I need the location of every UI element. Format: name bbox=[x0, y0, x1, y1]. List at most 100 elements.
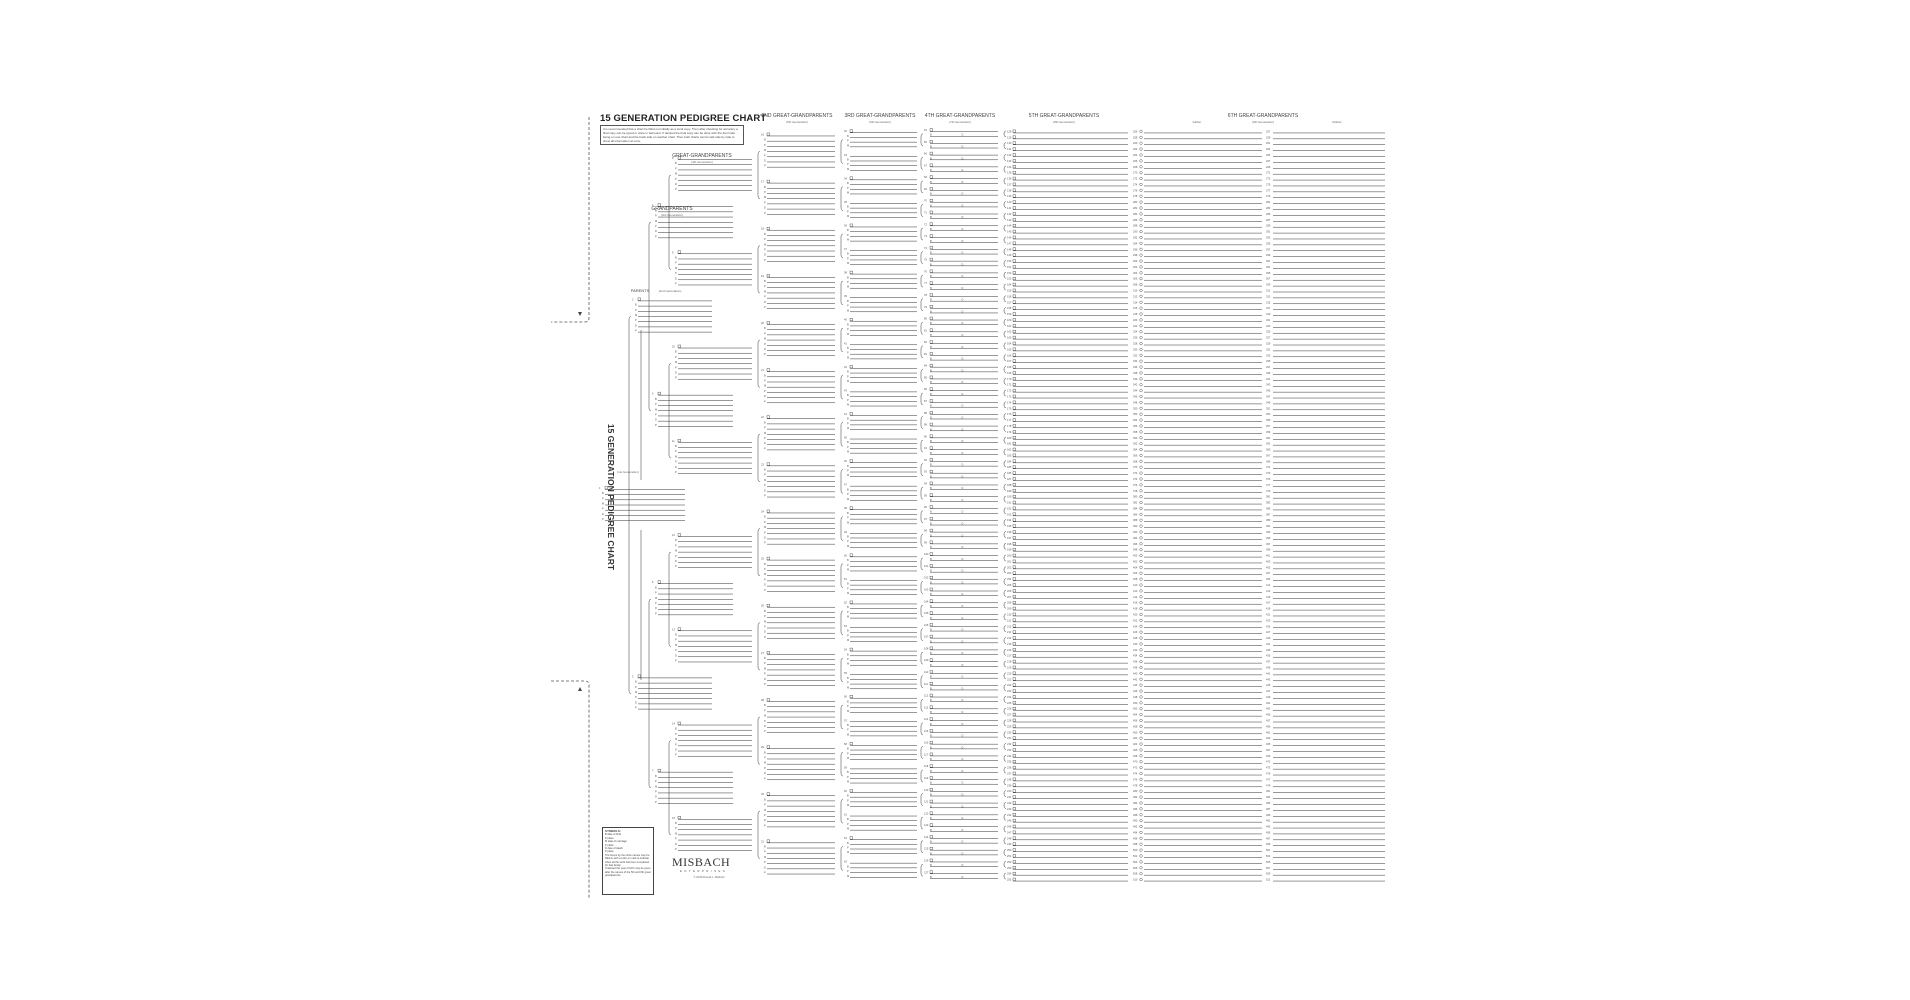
field-label: P bbox=[764, 483, 766, 487]
person-block: 245 bbox=[1007, 819, 1128, 823]
bracket bbox=[840, 469, 844, 494]
person-number: 60 bbox=[844, 789, 847, 793]
field-label: P bbox=[655, 423, 657, 427]
checkbox-icon bbox=[929, 528, 933, 532]
couple-row: 348 349 bbox=[1133, 400, 1385, 404]
person-number: 343 bbox=[1266, 383, 1271, 387]
checkbox-icon bbox=[677, 533, 681, 537]
checkbox-icon bbox=[1012, 777, 1016, 781]
circle-icon bbox=[1139, 412, 1143, 416]
person-number: 151 bbox=[1007, 265, 1012, 269]
person-number: 398 bbox=[1133, 548, 1138, 552]
field-label: D bbox=[962, 192, 964, 196]
circle-icon bbox=[1139, 819, 1143, 823]
circle-icon bbox=[1139, 377, 1143, 381]
person-number: 150 bbox=[1007, 259, 1012, 263]
person-number: 157 bbox=[1007, 300, 1012, 304]
person-number: 364 bbox=[1133, 448, 1138, 452]
person-number: 404 bbox=[1133, 565, 1138, 569]
field-label: D bbox=[962, 663, 964, 667]
person-number: 167 bbox=[1007, 359, 1012, 363]
person-number: 187 bbox=[1007, 477, 1012, 481]
person-block: 83B D bbox=[924, 352, 1007, 361]
person-number: 175 bbox=[1007, 406, 1012, 410]
person-number: 270 bbox=[1133, 171, 1138, 175]
field-label: P bbox=[675, 460, 677, 464]
field-label: P bbox=[764, 719, 766, 723]
checkbox-icon bbox=[929, 246, 933, 250]
circle-icon bbox=[1139, 495, 1143, 499]
circle-icon bbox=[1139, 618, 1143, 622]
couple-row: 488 489 bbox=[1133, 813, 1385, 817]
couple-row: 484 485 bbox=[1133, 801, 1385, 805]
person-number: 340 bbox=[1133, 377, 1138, 381]
person-number: 268 bbox=[1133, 165, 1138, 169]
checkbox-icon bbox=[929, 776, 933, 780]
field-label: M bbox=[764, 242, 766, 246]
field-label: B bbox=[930, 486, 932, 490]
person-number: 433 bbox=[1266, 648, 1271, 652]
field-label: D bbox=[962, 309, 964, 313]
couple-row: 456 457 bbox=[1133, 719, 1385, 723]
field-label: B bbox=[847, 440, 849, 444]
checkbox-icon bbox=[1012, 241, 1016, 245]
couple-row: 308 309 bbox=[1133, 283, 1385, 287]
person-block: 185 bbox=[1007, 465, 1128, 469]
field-label: B bbox=[764, 326, 766, 330]
field-label: B bbox=[930, 286, 932, 290]
person-block: 228 bbox=[1007, 719, 1128, 723]
checkbox-icon bbox=[1012, 559, 1016, 563]
person-number: 354 bbox=[1133, 418, 1138, 422]
circle-icon bbox=[1139, 288, 1143, 292]
person-block: 252 bbox=[1007, 860, 1128, 864]
person-block: 141 bbox=[1007, 206, 1128, 210]
person-number: 218 bbox=[1007, 660, 1012, 664]
person-block: 226 bbox=[1007, 707, 1128, 711]
couple-row: 462 463 bbox=[1133, 736, 1385, 740]
bracket bbox=[920, 275, 924, 288]
couple-row: 326 327 bbox=[1133, 336, 1385, 340]
person-block: 221 bbox=[1007, 677, 1128, 681]
circle-icon bbox=[1139, 878, 1143, 882]
circle-icon bbox=[1139, 854, 1143, 858]
checkbox-icon bbox=[1012, 483, 1016, 487]
person-number: 462 bbox=[1133, 736, 1138, 740]
bracket bbox=[840, 422, 844, 447]
person-block: 215 bbox=[1007, 642, 1128, 646]
bracket bbox=[1003, 861, 1007, 868]
person-number: 350 bbox=[1133, 406, 1138, 410]
person-number: 308 bbox=[1133, 283, 1138, 287]
couple-row: 366 367 bbox=[1133, 453, 1385, 457]
checkbox-icon bbox=[677, 250, 681, 254]
person-number: 383 bbox=[1266, 501, 1271, 505]
person-block: 227 bbox=[1007, 713, 1128, 717]
person-block: 251 bbox=[1007, 854, 1128, 858]
circle-icon bbox=[1139, 872, 1143, 876]
checkbox-icon bbox=[929, 764, 933, 768]
couple-row: 506 507 bbox=[1133, 866, 1385, 870]
circle-icon bbox=[1139, 389, 1143, 393]
field-label: D bbox=[764, 677, 766, 681]
field-label: P bbox=[764, 661, 766, 665]
person-number: 197 bbox=[1007, 536, 1012, 540]
field-label: B bbox=[930, 828, 932, 832]
person-number: 18 bbox=[761, 227, 764, 231]
circle-icon bbox=[1139, 825, 1143, 829]
person-number: 66 bbox=[924, 152, 927, 156]
person-number: 272 bbox=[1133, 177, 1138, 181]
person-number: 166 bbox=[1007, 353, 1012, 357]
person-number: 424 bbox=[1133, 624, 1138, 628]
checkbox-icon bbox=[1012, 371, 1016, 375]
person-number: 395 bbox=[1266, 536, 1271, 540]
field-label: P bbox=[764, 284, 766, 288]
person-number: 509 bbox=[1266, 872, 1271, 876]
field-label: M bbox=[847, 732, 849, 736]
bracket bbox=[1003, 672, 1007, 680]
person-number: 94 bbox=[924, 481, 927, 485]
